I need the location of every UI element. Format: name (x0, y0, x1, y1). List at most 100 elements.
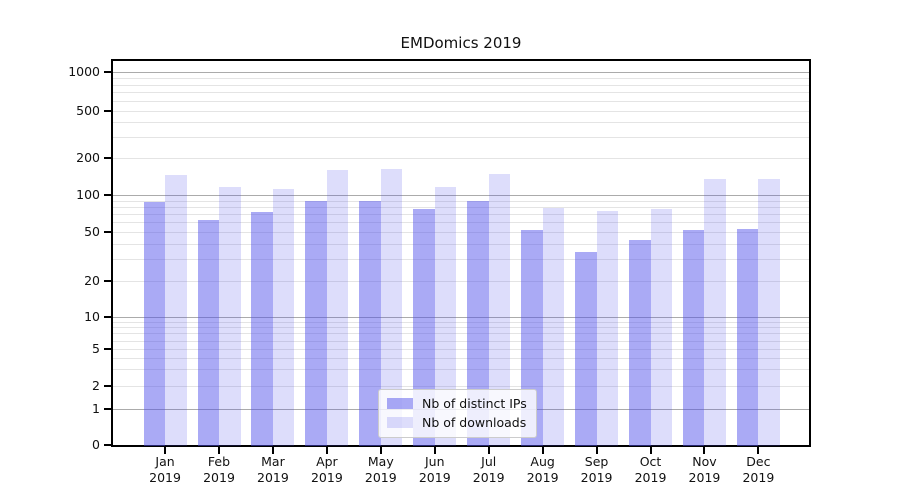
gridline-major (113, 317, 809, 318)
gridline-minor (113, 327, 809, 329)
bar-downloads (596, 210, 619, 446)
y-tick-label: 0 (92, 437, 100, 452)
gridline-minor (113, 349, 809, 350)
gridline-minor (113, 92, 809, 94)
bar-downloads (165, 174, 187, 446)
x-tick-label: Apr 2019 (310, 454, 343, 485)
y-axis-tick-mark (104, 384, 111, 387)
y-tick-label: 5 (92, 341, 100, 356)
gridline-minor (113, 259, 809, 261)
gridline-minor (113, 231, 809, 233)
bar-downloads (542, 208, 565, 446)
x-axis-tick-mark (595, 447, 598, 454)
legend-swatch-downloads (387, 417, 413, 428)
gridline-minor (113, 206, 809, 208)
y-axis-tick-mark (104, 280, 111, 282)
y-tick-label: 100 (76, 187, 100, 202)
x-tick-label: Feb 2019 (203, 454, 235, 485)
y-tick-label: 200 (76, 150, 100, 165)
bar-distinct-ips (629, 239, 651, 446)
bar-distinct-ips (413, 209, 435, 446)
x-tick-label: Dec 2019 (742, 454, 775, 485)
x-tick-label: Mar 2019 (257, 454, 289, 485)
y-tick-label: 10 (84, 309, 100, 324)
x-axis-tick-mark (757, 447, 760, 454)
legend-swatch-distinct-ips (387, 398, 413, 409)
bar-distinct-ips (251, 212, 273, 446)
gridline-minor (113, 111, 809, 112)
gridline-minor (113, 281, 809, 282)
gridline-minor (113, 321, 809, 323)
bar-downloads (650, 209, 673, 446)
y-axis-tick-mark (104, 407, 111, 410)
x-axis-tick-mark (433, 447, 436, 454)
gridline-minor (113, 137, 809, 139)
y-tick-label: 500 (76, 103, 100, 118)
y-axis-tick-mark (104, 316, 111, 318)
y-tick-label: 20 (84, 273, 100, 288)
gridline-minor (113, 213, 809, 215)
legend: Nb of distinct IPs Nb of downloads (378, 389, 537, 438)
y-tick-label: 50 (84, 223, 100, 239)
x-tick-label: Jan 2019 (149, 454, 181, 485)
bar-distinct-ips (359, 200, 381, 446)
legend-label-downloads: Nb of downloads (422, 415, 527, 430)
bar-downloads (326, 169, 349, 446)
gridline-minor (113, 77, 809, 79)
bar-downloads (488, 174, 511, 446)
chart-title: EMDomics 2019 (400, 34, 522, 52)
gridline-minor (113, 100, 809, 102)
x-axis-tick-mark (379, 447, 382, 454)
legend-item-distinct-ips: Nb of distinct IPs (387, 394, 527, 413)
gridline-minor (113, 200, 809, 202)
y-axis-tick-mark (104, 71, 111, 73)
gridline-major (113, 195, 809, 196)
y-axis-tick-mark (104, 348, 111, 350)
gridline-major (113, 72, 809, 73)
y-tick-label: 2 (92, 377, 100, 393)
bar-downloads (380, 169, 403, 446)
y-tick-label: 1 (92, 400, 100, 416)
legend-item-downloads: Nb of downloads (387, 413, 527, 432)
bar-downloads (434, 186, 457, 446)
x-tick-label: Jun 2019 (418, 454, 451, 485)
bar-downloads (272, 188, 295, 446)
gridline-minor (113, 385, 809, 387)
gridline-minor (113, 221, 809, 223)
gridline-minor (113, 243, 809, 245)
x-tick-label: Jul 2019 (472, 454, 505, 485)
x-axis-tick-mark (649, 447, 652, 454)
y-tick-label: 1000 (68, 64, 100, 79)
x-tick-label: Sep 2019 (580, 454, 613, 485)
x-axis-tick-mark (703, 447, 706, 454)
legend-label-distinct-ips: Nb of distinct IPs (422, 396, 527, 411)
x-axis-tick-mark (541, 447, 544, 454)
x-axis-tick-mark (487, 447, 490, 454)
bar-downloads (758, 178, 780, 446)
y-axis-tick-mark (104, 230, 111, 233)
y-axis-tick-mark (104, 110, 111, 112)
y-axis-tick-mark (104, 444, 111, 446)
plot-area (111, 59, 811, 447)
bar-distinct-ips (143, 201, 166, 446)
bar-distinct-ips (197, 220, 219, 446)
gridline-minor (113, 357, 809, 359)
x-axis-tick-mark (218, 447, 220, 454)
bar-downloads (704, 178, 726, 446)
y-axis-tick-mark (104, 157, 111, 159)
bar-distinct-ips (305, 201, 327, 446)
gridline-minor (113, 340, 809, 342)
bar-distinct-ips (682, 230, 705, 446)
gridline-minor (113, 333, 809, 335)
x-axis-tick-mark (325, 447, 328, 454)
bar-distinct-ips (736, 229, 759, 446)
gridline-minor (113, 122, 809, 124)
bar-downloads (219, 187, 241, 446)
gridline-minor (113, 158, 809, 159)
x-axis-tick-mark (164, 447, 167, 454)
gridline-minor (113, 369, 809, 371)
x-tick-label: Oct 2019 (634, 454, 667, 485)
y-axis-tick-mark (104, 194, 111, 196)
x-tick-label: May 2019 (364, 454, 397, 485)
